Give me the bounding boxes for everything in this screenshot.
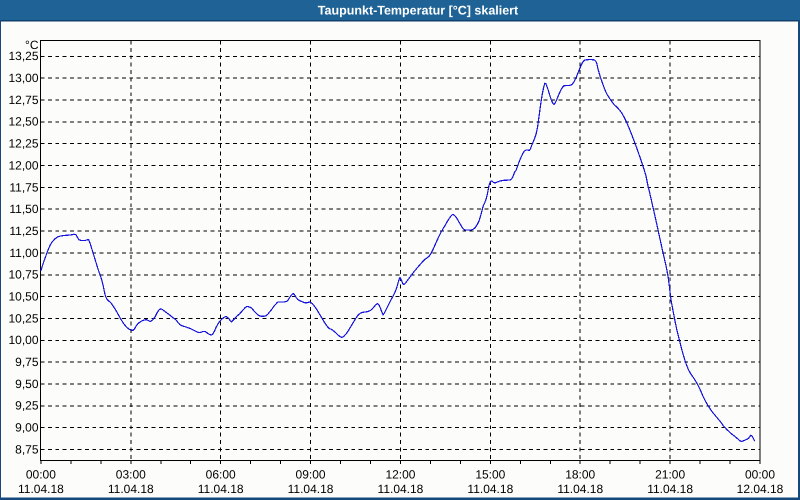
svg-text:12.04.18: 12.04.18 xyxy=(737,482,784,496)
svg-text:11.04.18: 11.04.18 xyxy=(288,482,334,496)
svg-text:21:00: 21:00 xyxy=(655,468,685,482)
svg-text:09:00: 09:00 xyxy=(296,468,326,482)
svg-text:11.04.18: 11.04.18 xyxy=(467,482,513,496)
svg-text:03:00: 03:00 xyxy=(116,468,146,482)
svg-text:11.04.18: 11.04.18 xyxy=(198,482,244,496)
svg-text:12,25: 12,25 xyxy=(8,137,38,151)
svg-text:9,50: 9,50 xyxy=(15,377,39,391)
svg-text:10,00: 10,00 xyxy=(8,333,38,347)
svg-text:11.04.18: 11.04.18 xyxy=(18,482,64,496)
svg-text:11,50: 11,50 xyxy=(9,202,38,216)
svg-text:11.04.18: 11.04.18 xyxy=(108,482,154,496)
svg-text:12,50: 12,50 xyxy=(8,115,38,129)
svg-text:11,00: 11,00 xyxy=(9,246,38,260)
svg-text:Taupunkt-Temperatur [°C] skali: Taupunkt-Temperatur [°C] skaliert xyxy=(318,4,519,18)
svg-text:12,00: 12,00 xyxy=(8,158,38,172)
svg-text:°C: °C xyxy=(25,38,39,52)
svg-text:15:00: 15:00 xyxy=(475,468,505,482)
svg-text:9,25: 9,25 xyxy=(15,399,39,413)
svg-text:11.04.18: 11.04.18 xyxy=(647,482,693,496)
svg-text:10,50: 10,50 xyxy=(8,289,38,303)
svg-text:11.04.18: 11.04.18 xyxy=(378,482,424,496)
svg-text:11,25: 11,25 xyxy=(9,224,38,238)
svg-text:8,75: 8,75 xyxy=(15,442,39,456)
svg-text:12:00: 12:00 xyxy=(385,468,415,482)
svg-text:18:00: 18:00 xyxy=(565,468,595,482)
svg-text:10,25: 10,25 xyxy=(8,311,38,325)
svg-text:00:00: 00:00 xyxy=(26,468,56,482)
svg-text:12,75: 12,75 xyxy=(8,93,38,107)
svg-text:9,75: 9,75 xyxy=(15,355,39,369)
svg-text:9,00: 9,00 xyxy=(15,421,39,435)
svg-text:00:00: 00:00 xyxy=(745,468,775,482)
svg-text:11,75: 11,75 xyxy=(9,180,38,194)
svg-text:13,00: 13,00 xyxy=(8,71,38,85)
svg-text:06:00: 06:00 xyxy=(206,468,236,482)
svg-text:11.04.18: 11.04.18 xyxy=(557,482,603,496)
svg-text:10,75: 10,75 xyxy=(8,268,38,282)
svg-text:13,25: 13,25 xyxy=(8,49,38,63)
